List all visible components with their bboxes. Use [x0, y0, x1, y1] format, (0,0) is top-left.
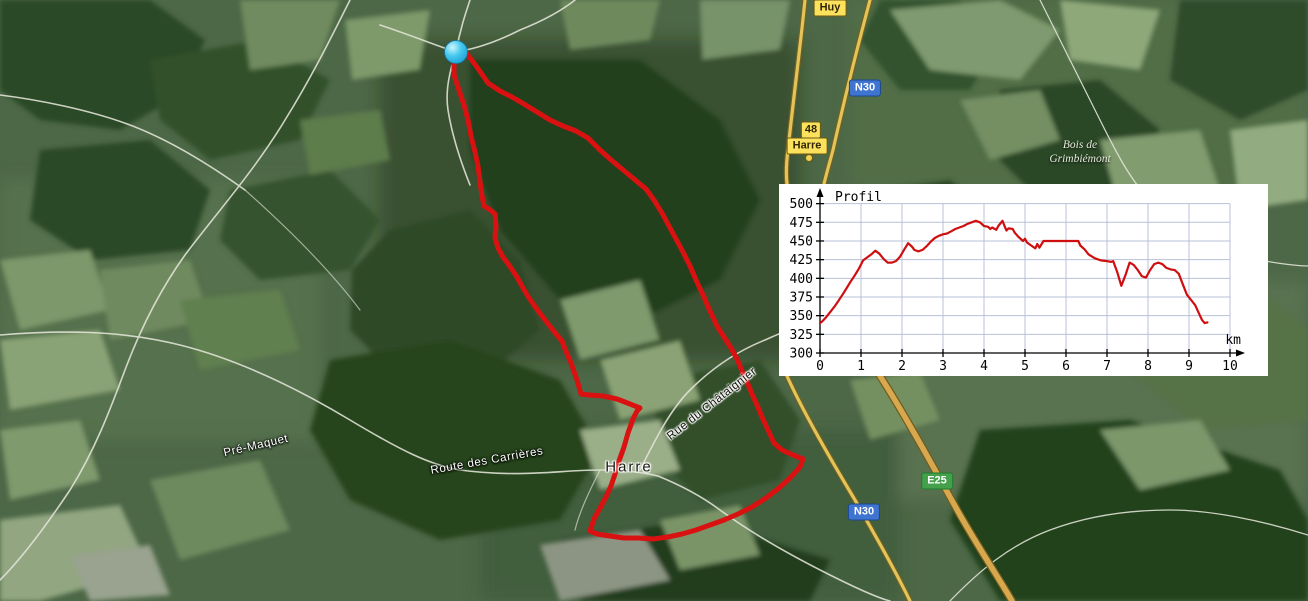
exit-dot — [805, 154, 813, 162]
svg-text:3: 3 — [939, 359, 947, 374]
svg-text:325: 325 — [790, 328, 813, 343]
svg-text:5: 5 — [1021, 359, 1029, 374]
destination-sign-harre: Harre — [786, 137, 828, 155]
elevation-profile-chart: 300 325 350 375 400 425 450 475 500 0 1 2 3 4 5 6 7 8 9 10 P… — [790, 188, 1245, 374]
start-marker[interactable] — [444, 40, 468, 64]
route-shield-e25: E25 — [921, 472, 953, 490]
svg-text:500: 500 — [790, 197, 813, 212]
svg-text:300: 300 — [790, 347, 813, 362]
major-roads — [783, 0, 1016, 601]
svg-text:6: 6 — [1062, 359, 1070, 374]
forest-label-line2: Grimbiémont — [1049, 153, 1111, 165]
destination-sign-huy: Huy — [813, 0, 847, 17]
svg-text:8: 8 — [1144, 359, 1152, 374]
forest-label-bois-de-grimbiemont: Bois de Grimbiémont — [1049, 139, 1110, 167]
svg-text:10: 10 — [1222, 359, 1238, 374]
forest-label-line1: Bois de — [1062, 139, 1098, 152]
svg-text:400: 400 — [790, 272, 813, 287]
svg-text:km: km — [1225, 333, 1241, 348]
svg-text:450: 450 — [790, 234, 813, 249]
svg-text:0: 0 — [816, 359, 824, 374]
svg-text:2: 2 — [898, 359, 906, 374]
svg-text:375: 375 — [790, 290, 813, 305]
village-label-harre: Harre — [605, 458, 653, 476]
svg-text:1: 1 — [857, 359, 865, 374]
svg-text:350: 350 — [790, 309, 813, 324]
route-shield-n30-bottom: N30 — [847, 503, 881, 521]
exit-sign-48: 48 — [800, 121, 822, 139]
svg-text:Profil: Profil — [835, 190, 882, 205]
svg-text:475: 475 — [790, 216, 813, 231]
svg-text:4: 4 — [980, 359, 988, 374]
gps-track — [451, 46, 806, 542]
svg-text:7: 7 — [1103, 359, 1111, 374]
elevation-profile-panel: 300 325 350 375 400 425 450 475 500 0 1 2 3 4 5 6 7 8 9 10 P… — [779, 184, 1268, 376]
route-shield-n30-top: N30 — [848, 79, 882, 97]
svg-text:425: 425 — [790, 253, 813, 268]
svg-text:9: 9 — [1185, 359, 1193, 374]
